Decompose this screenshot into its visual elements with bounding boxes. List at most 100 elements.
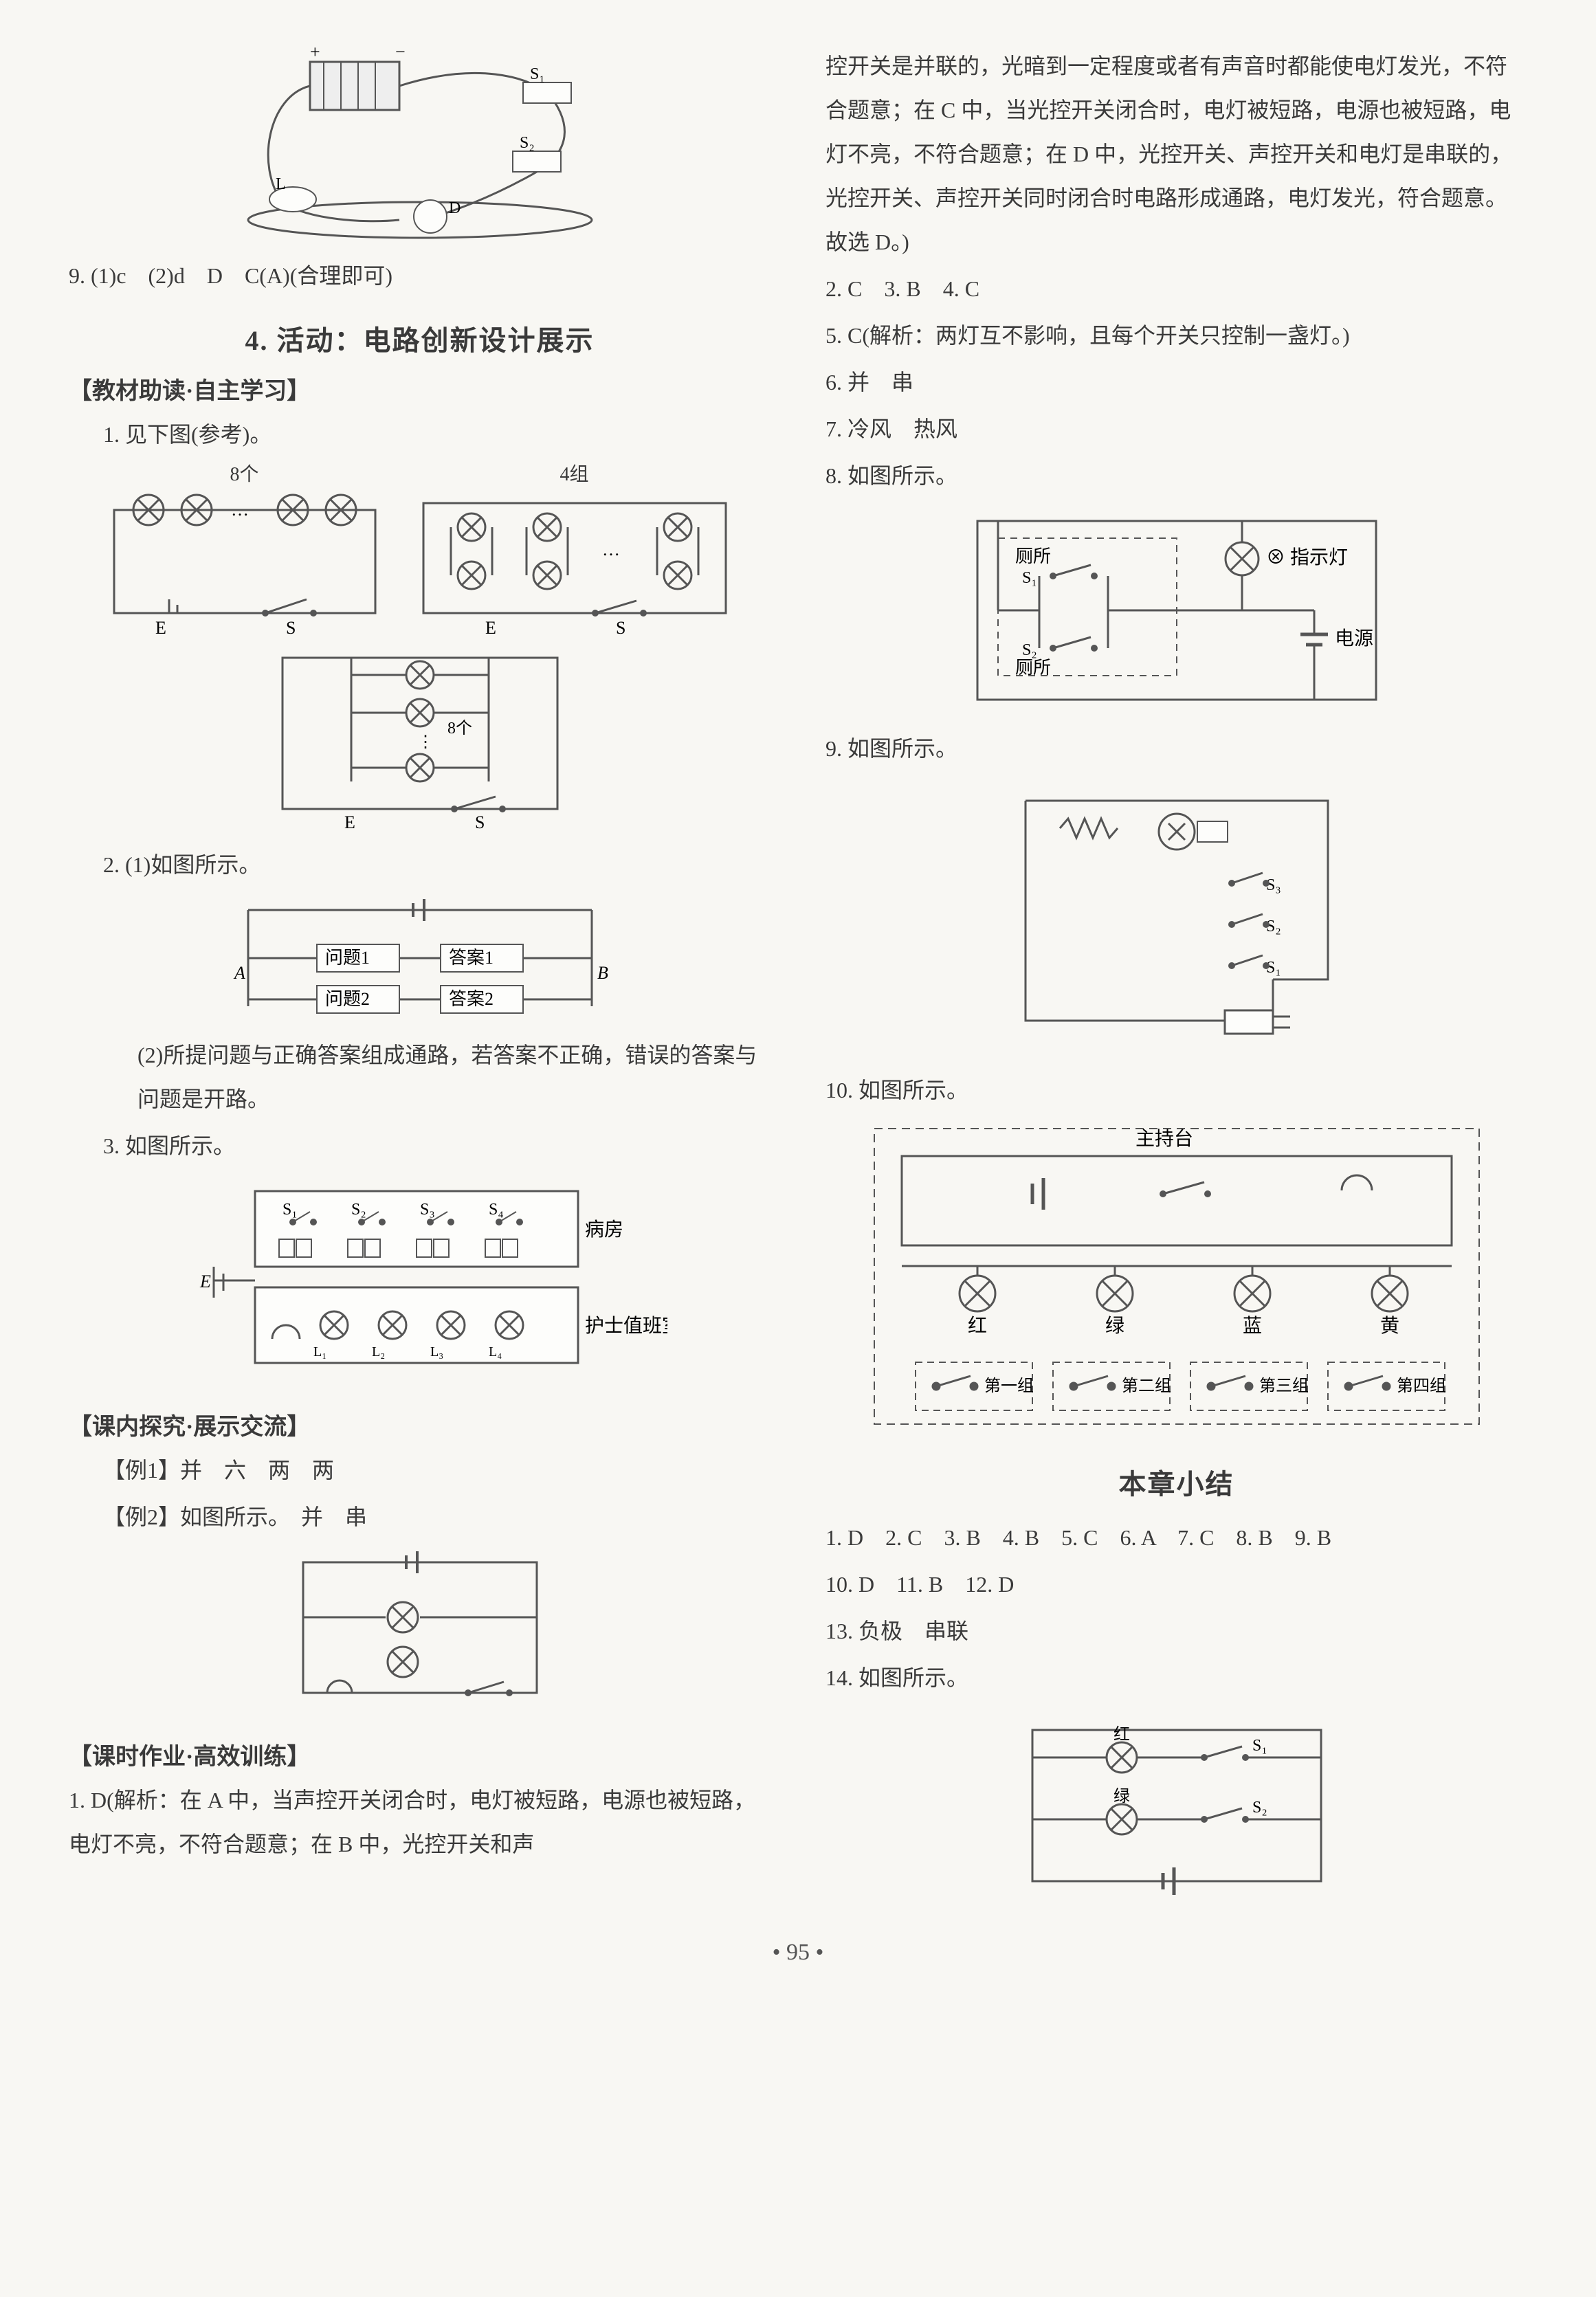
a-box-1: 答案1 <box>449 948 494 968</box>
group-3: 第三组 <box>1259 1377 1309 1395</box>
s14-diagram: 红 S₁ 绿 S₂ <box>825 1702 1527 1912</box>
svg-text:…: … <box>602 540 620 559</box>
parallel-8-bulbs-icon: 8个 ⋮ E S <box>255 644 585 836</box>
svg-text:L₄: L₄ <box>489 1344 502 1360</box>
c8: 8. 如图所示。 <box>825 454 1527 498</box>
svg-text:D: D <box>449 199 461 217</box>
a1-text: 1. 见下图(参考)。 <box>69 412 771 456</box>
c8-diagram: 厕所 S₁ S₂ 厕所 ⊗ 指示灯 电源 <box>825 500 1527 724</box>
lamp-blue: 蓝 <box>1243 1315 1262 1337</box>
a3-hospital-diagram: 病房 S₁ S₂ S₃ S₄ 护士值班室 <box>69 1170 771 1394</box>
block-inclass-explore: 【课内探究·展示交流】 <box>69 1408 771 1441</box>
hospital-call-circuit-icon: 病房 S₁ S₂ S₃ S₄ 护士值班室 <box>173 1170 667 1390</box>
svg-text:S: S <box>616 618 625 638</box>
svg-text:L₂: L₂ <box>372 1344 385 1360</box>
c9: 9. 如图所示。 <box>825 726 1527 770</box>
chapter-summary-title: 本章小结 <box>825 1462 1527 1502</box>
svg-text:+: + <box>310 42 320 62</box>
ward-label: 病房 <box>585 1219 623 1241</box>
series-4-parallel-pairs-icon: … E S <box>410 489 740 641</box>
host-label: 主持台 <box>1135 1128 1193 1150</box>
c7: 7. 冷风 热风 <box>825 407 1527 451</box>
example-2: 【例2】如图所示。 并 串 <box>69 1495 771 1539</box>
psu-label: 电源 <box>1335 628 1373 650</box>
group-4: 第四组 <box>1397 1377 1446 1395</box>
left-column: + − S₁ S₂ L D 9. <box>69 41 771 1912</box>
svg-text:E: E <box>155 618 166 638</box>
page-root: + − S₁ S₂ L D 9. <box>69 41 1527 1912</box>
svg-text:L₁: L₁ <box>313 1344 326 1360</box>
c6: 6. 并 串 <box>825 360 1527 404</box>
svg-text:L₃: L₃ <box>430 1344 443 1360</box>
label-8b: 8个 <box>447 719 472 737</box>
red-green-lamp-circuit-icon: 红 S₁ 绿 S₂ <box>998 1702 1355 1909</box>
two-bulb-parallel-icon <box>276 1542 564 1720</box>
lamp-yellow: 黄 <box>1380 1315 1399 1337</box>
nurse-label: 护士值班室 <box>585 1315 667 1337</box>
svg-text:S₁: S₁ <box>1022 569 1037 587</box>
svg-text:S₁: S₁ <box>282 1201 298 1219</box>
svg-text:S₂: S₂ <box>351 1201 366 1219</box>
a2-quiz-circuit: A B 问题1 答案1 问题2 答案2 <box>69 889 771 1030</box>
right-column: 控开关是并联的，光暗到一定程度或者有声音时都能使电灯发光，不符合题意；在 C 中… <box>825 41 1527 1912</box>
example-1: 【例1】并 六 两 两 <box>69 1448 771 1492</box>
block-textbook-selfstudy: 【教材助读·自主学习】 <box>69 372 771 406</box>
svg-text:B: B <box>597 963 608 983</box>
svg-text:S₂: S₂ <box>520 134 535 152</box>
c1-text: 1. D(解析：在 A 中，当声控开关闭合时，电灯被短路，电源也被短路，电灯不亮… <box>69 1778 771 1866</box>
a1-diag-8parallel: 8个 ⋮ E S <box>69 644 771 840</box>
indicator-lamp-label: ⊗ 指示灯 <box>1266 546 1348 568</box>
wc-bottom: 厕所 <box>1015 658 1051 678</box>
svg-text:S: S <box>475 812 485 832</box>
svg-text:L: L <box>276 175 286 193</box>
label-8: 8个 <box>100 459 389 487</box>
wc-top: 厕所 <box>1015 546 1051 566</box>
a1-diag-4groups: 4组 … E S <box>410 459 740 644</box>
lamp-red: 红 <box>968 1315 987 1337</box>
circuit-battery-switch-lamp-icon: + − S₁ S₂ L D <box>228 41 612 247</box>
summary-line-2: 10. D 11. B 12. D <box>825 1562 1527 1606</box>
svg-text:S₁: S₁ <box>530 65 545 83</box>
summary-14: 14. 如图所示。 <box>825 1656 1527 1700</box>
lamp-red-s14: 红 <box>1113 1725 1130 1744</box>
quiz-circuit-icon: A B 问题1 答案1 问题2 答案2 <box>207 889 633 1027</box>
summary-line-1: 1. D 2. C 3. B 4. B 5. C 6. A 7. C 8. B … <box>825 1516 1527 1560</box>
svg-text:E: E <box>199 1272 211 1291</box>
summary-13: 13. 负极 串联 <box>825 1609 1527 1653</box>
quiz-show-panel-icon: 主持台 红 绿 蓝 黄 <box>861 1115 1493 1438</box>
q9-circuit-illustration: + − S₁ S₂ L D <box>69 41 771 251</box>
svg-text:S₄: S₄ <box>489 1201 504 1219</box>
lamp-green-s14: 绿 <box>1113 1787 1130 1806</box>
svg-text:E: E <box>344 812 355 832</box>
a3-text: 3. 如图所示。 <box>69 1124 771 1168</box>
group-2: 第二组 <box>1122 1377 1171 1395</box>
switch-s1: S₁ <box>1252 1737 1267 1755</box>
c1-continuation: 控开关是并联的，光暗到一定程度或者有声音时都能使电灯发光，不符合题意；在 C 中… <box>825 44 1527 264</box>
ex2-diagram <box>69 1542 771 1724</box>
a1-diagrams-row1: 8个 … E S <box>69 459 771 644</box>
a2-1-text: 2. (1)如图所示。 <box>69 843 771 887</box>
svg-text:S₃: S₃ <box>420 1201 435 1219</box>
svg-text:A: A <box>233 963 245 983</box>
q-box-1: 问题1 <box>325 948 370 968</box>
group-1: 第一组 <box>984 1377 1034 1395</box>
q9-answer: 9. (1)c (2)d D C(A)(合理即可) <box>69 254 771 298</box>
svg-text:−: − <box>395 42 406 62</box>
c9-diagram: S₃ S₂ S₁ <box>825 773 1527 1065</box>
c10-diagram: 主持台 红 绿 蓝 黄 <box>825 1115 1527 1441</box>
a2-2-text: (2)所提问题与正确答案组成通路，若答案不正确，错误的答案与问题是开路。 <box>69 1033 771 1121</box>
c5: 5. C(解析：两灯互不影响，且每个开关只控制一盏灯。) <box>825 313 1527 357</box>
page-number: • 95 • <box>69 1940 1527 1966</box>
svg-text:S₂: S₂ <box>1022 641 1037 659</box>
svg-text:⋮: ⋮ <box>417 733 434 751</box>
switch-s2: S₂ <box>1252 1799 1267 1817</box>
label-4groups: 4组 <box>410 459 740 487</box>
bathroom-indicator-icon: 厕所 S₁ S₂ 厕所 ⊗ 指示灯 电源 <box>957 500 1397 720</box>
a1-diag-8series: 8个 … E S <box>100 459 389 644</box>
appliance-circuit-icon: S₃ S₂ S₁ <box>984 773 1369 1062</box>
section-4-title: 4. 活动：电路创新设计展示 <box>69 318 771 358</box>
c10: 10. 如图所示。 <box>825 1068 1527 1112</box>
lamp-green: 绿 <box>1105 1315 1124 1337</box>
c2-4: 2. C 3. B 4. C <box>825 267 1527 311</box>
svg-text:S: S <box>286 618 296 638</box>
